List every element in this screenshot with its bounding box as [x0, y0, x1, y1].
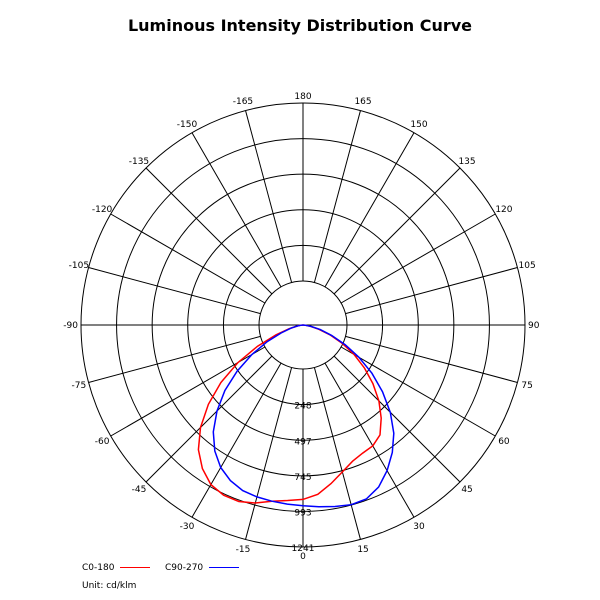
legend-label-c90-270: C90-270: [165, 563, 204, 573]
legend-item-c0-180: C0-180: [82, 563, 151, 573]
angle-label-60: 60: [498, 437, 510, 447]
angle-label-120: 120: [495, 205, 512, 215]
angle-label--165: -165: [233, 97, 253, 107]
angle-label-45: 45: [461, 485, 472, 495]
spoke-30: [324, 362, 415, 518]
ring-label-1241: 1241: [292, 544, 315, 554]
spoke-15: [313, 367, 361, 540]
angle-label-105: 105: [519, 261, 536, 271]
spoke--75: [88, 335, 261, 383]
ring-label-248: 248: [294, 402, 311, 412]
angle-label--45: -45: [132, 485, 147, 495]
angle-label-15: 15: [357, 545, 368, 555]
spoke--15: [245, 367, 293, 540]
ring-labels: 248 497 745 993 1241: [292, 402, 315, 554]
spoke-135: [333, 167, 461, 295]
spoke-150: [324, 132, 415, 288]
angle-label--30: -30: [180, 522, 195, 532]
angle-label-165: 165: [354, 97, 371, 107]
legend-item-c90-270: C90-270: [165, 563, 240, 573]
spoke--30: [191, 362, 282, 518]
unit-label: Unit: cd/klm: [82, 581, 137, 591]
legend-swatch-c0-180: [120, 567, 151, 568]
chart-title: Luminous Intensity Distribution Curve: [127, 16, 473, 35]
spoke-75: [345, 335, 518, 383]
angle-label--135: -135: [129, 157, 149, 167]
curve-c0-180: [197, 324, 382, 504]
intensity-curves: [197, 324, 395, 508]
angle-label-90: 90: [528, 321, 540, 331]
angle-label--150: -150: [177, 120, 198, 130]
angle-label-0: 0: [300, 552, 306, 562]
ring-label-993: 993: [294, 508, 311, 518]
spoke--120: [110, 213, 266, 304]
angle-label-75: 75: [521, 381, 532, 391]
spoke-120: [340, 213, 496, 304]
legend-swatch-c90-270: [209, 567, 240, 568]
angle-label--90: -90: [63, 321, 78, 331]
spoke--165: [245, 110, 293, 283]
angle-label-135: 135: [458, 157, 475, 167]
angle-label--60: -60: [95, 437, 110, 447]
spoke-165: [313, 110, 361, 283]
ring-label-497: 497: [294, 437, 311, 447]
legend-label-c0-180: C0-180: [82, 563, 115, 573]
spoke--150: [191, 132, 282, 288]
curve-c90-270: [212, 324, 395, 508]
polar-grid: [80, 102, 526, 548]
spoke-45: [333, 355, 461, 483]
ring-label-745: 745: [294, 473, 311, 483]
spoke-60: [340, 346, 496, 437]
angle-label--105: -105: [69, 261, 89, 271]
angle-label--120: -120: [92, 205, 113, 215]
angle-label--75: -75: [72, 381, 87, 391]
angle-label-180: 180: [294, 92, 311, 102]
angle-label-150: 150: [410, 120, 427, 130]
spoke-105: [345, 267, 518, 315]
spoke--135: [145, 167, 273, 295]
angle-labels: 0 15 30 45 60 75 90 105 120 135 150 165 180 -15 -30 -45…: [63, 92, 539, 562]
angle-label--15: -15: [236, 545, 251, 555]
spoke--45: [145, 355, 273, 483]
angle-label-30: 30: [413, 522, 425, 532]
spoke--105: [88, 267, 261, 315]
